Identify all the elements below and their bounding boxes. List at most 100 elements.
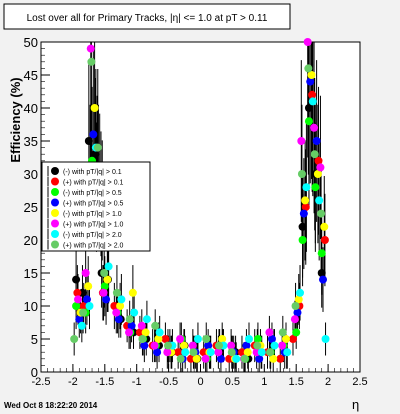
- data-point: [276, 354, 285, 363]
- y-axis-label: Efficiency (%): [8, 77, 23, 162]
- x-tick-label: -1: [132, 376, 142, 388]
- data-point: [242, 341, 251, 350]
- data-point: [290, 315, 299, 324]
- data-point: [270, 341, 279, 350]
- data-point: [102, 295, 111, 304]
- y-tick-label: 35: [24, 134, 38, 149]
- data-point: [253, 335, 262, 343]
- data-point: [301, 203, 310, 211]
- data-point: [176, 335, 185, 343]
- data-point: [301, 196, 310, 205]
- data-point: [199, 348, 208, 357]
- data-point: [100, 269, 109, 277]
- x-tick-label: 0: [197, 376, 203, 388]
- data-point: [304, 104, 313, 112]
- data-point: [291, 302, 300, 310]
- data-point: [73, 288, 82, 297]
- data-point: [315, 196, 324, 205]
- data-point: [240, 354, 249, 363]
- data-point: [244, 335, 253, 343]
- data-point: [155, 328, 164, 337]
- x-tick-label: -2.5: [32, 376, 51, 388]
- data-point: [90, 104, 99, 112]
- data-point: [257, 348, 266, 357]
- data-point: [99, 288, 108, 297]
- legend-label: (-) with pT/|q| > 0.5: [63, 190, 122, 197]
- data-point: [112, 288, 121, 297]
- data-point: [140, 341, 149, 350]
- data-point: [193, 335, 202, 343]
- data-point: [142, 315, 151, 324]
- legend-marker: [51, 209, 59, 217]
- x-tick-label: 2: [325, 376, 331, 388]
- x-tick-label: 2.5: [352, 376, 367, 388]
- data-point: [110, 302, 119, 310]
- data-point: [137, 321, 146, 330]
- y-tick-label: 30: [24, 167, 38, 182]
- data-point: [72, 275, 81, 284]
- data-point: [308, 97, 317, 106]
- y-tick-label: 25: [24, 200, 38, 215]
- legend-marker: [51, 230, 59, 238]
- data-point: [116, 302, 125, 310]
- data-point: [206, 348, 215, 357]
- data-point: [72, 302, 81, 310]
- legend-label: (-) with pT/|q| > 0.1: [63, 169, 122, 176]
- data-point: [227, 348, 236, 357]
- data-point: [125, 328, 134, 337]
- y-tick-label: 20: [24, 233, 38, 248]
- data-point: [117, 295, 126, 304]
- data-point: [128, 288, 137, 297]
- data-point: [189, 348, 198, 357]
- data-point: [310, 150, 319, 159]
- data-point: [311, 183, 320, 192]
- data-point: [227, 341, 236, 350]
- data-point: [308, 90, 317, 99]
- data-point: [86, 44, 95, 53]
- data-point: [163, 348, 172, 357]
- data-point: [302, 183, 311, 192]
- data-point: [303, 38, 312, 46]
- data-point: [216, 354, 225, 363]
- legend-label: (+) with pT/|q| > 2.0: [63, 243, 124, 250]
- legend: (-) with pT/|q| > 0.1 (+) with pT/|q| > 0…: [41, 161, 151, 252]
- data-point: [299, 209, 308, 218]
- data-point: [320, 222, 329, 231]
- data-point: [82, 295, 91, 304]
- data-point: [151, 321, 160, 330]
- data-point: [125, 315, 134, 324]
- data-point: [127, 321, 136, 330]
- data-point: [317, 269, 326, 277]
- data-point: [283, 348, 292, 357]
- data-point: [84, 282, 93, 291]
- data-point: [114, 315, 123, 324]
- x-tick-label: 1.5: [289, 376, 304, 388]
- data-point: [316, 163, 325, 172]
- data-point: [201, 354, 210, 363]
- data-point: [150, 341, 159, 350]
- footer-timestamp: Wed Oct 8 18:22:20 2014: [4, 401, 98, 410]
- data-point: [202, 335, 211, 343]
- data-point: [289, 335, 298, 343]
- data-point: [253, 341, 262, 350]
- data-point: [154, 335, 163, 343]
- y-tick-label: 10: [24, 299, 38, 314]
- data-point: [312, 137, 321, 145]
- data-point: [85, 302, 94, 310]
- data-point: [192, 354, 201, 363]
- y-tick-label: 15: [24, 266, 38, 281]
- data-point: [281, 335, 290, 343]
- legend-marker: [51, 177, 59, 186]
- axes: -2.5 -2 -1.5 -1 -0.5 0 0.5 1 1.5 2 2.5 0 5 10 15 20 25 30…: [24, 35, 368, 388]
- data-point: [237, 348, 246, 357]
- legend-label: (+) with pT/|q| > 1.0: [63, 222, 124, 229]
- chart-title: Lost over all for Primary Tracks, |η| <=…: [27, 13, 268, 24]
- data-point: [75, 315, 84, 324]
- legend-label: (+) with pT/|q| > 0.1: [63, 180, 124, 187]
- data-point: [87, 57, 96, 66]
- y-tick-label: 45: [24, 68, 38, 83]
- legend-label: (-) with pT/|q| > 2.0: [63, 232, 122, 239]
- data-point: [318, 275, 327, 284]
